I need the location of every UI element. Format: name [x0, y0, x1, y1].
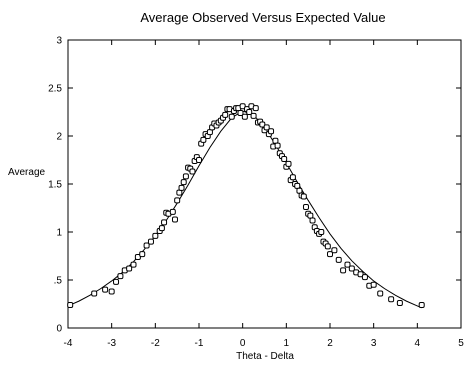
observed-point — [272, 137, 279, 144]
observed-point — [228, 113, 235, 120]
observed-point — [182, 173, 189, 180]
observed-point — [147, 238, 154, 245]
observed-point — [196, 157, 202, 163]
x-tick-label: 5 — [458, 338, 464, 349]
observed-point — [327, 251, 333, 258]
observed-point — [344, 261, 351, 268]
y-tick-label: 2 — [56, 132, 62, 143]
y-tick-label: 3 — [56, 36, 62, 47]
x-tick-label: 3 — [371, 338, 377, 349]
observed-point — [285, 160, 292, 167]
observed-point — [296, 187, 303, 194]
observed-point — [274, 142, 281, 149]
y-tick-label: 1.5 — [48, 180, 62, 191]
y-tick-label: 2.5 — [48, 84, 62, 95]
x-tick-label: -4 — [64, 338, 73, 349]
y-axis-label: Average — [8, 167, 46, 178]
observed-point — [348, 265, 355, 272]
y-axis: 0 .5 1 1.5 2 2.5 3 — [48, 36, 461, 335]
observed-point — [324, 243, 331, 250]
observed-point — [174, 197, 181, 204]
observed-point — [289, 174, 296, 181]
observed-point — [250, 112, 257, 119]
observed-point — [335, 256, 342, 263]
observed-point — [113, 278, 120, 285]
x-axis: -4 -3 -2 -1 0 1 2 3 4 5 — [64, 40, 464, 349]
observed-point — [357, 271, 364, 278]
observed-point — [307, 212, 314, 219]
observed-point — [396, 300, 403, 307]
observed-point — [377, 290, 384, 297]
observed-point — [331, 247, 338, 254]
observed-point — [206, 129, 213, 136]
observed-point — [241, 113, 248, 120]
x-tick-label: 2 — [327, 338, 333, 349]
observed-point — [178, 184, 185, 191]
observed-point — [169, 208, 176, 215]
observed-point — [130, 261, 137, 268]
observed-point — [67, 301, 74, 308]
observed-point — [158, 225, 165, 232]
observed-point — [108, 288, 115, 295]
observed-point — [91, 290, 98, 297]
y-tick-label: .5 — [54, 276, 63, 287]
x-tick-label: -3 — [107, 338, 116, 349]
observed-point — [189, 168, 196, 175]
observed-point — [340, 267, 347, 274]
y-tick-label: 0 — [56, 324, 62, 335]
observed-point — [134, 253, 141, 260]
observed-point — [237, 109, 244, 116]
observed-point — [200, 136, 207, 143]
chart-title: Average Observed Versus Expected Value — [140, 10, 385, 25]
x-tick-label: 4 — [415, 338, 421, 349]
observed-point — [302, 204, 309, 211]
plot-frame — [67, 39, 462, 329]
x-tick-label: -2 — [151, 338, 160, 349]
x-tick-label: 0 — [240, 338, 246, 349]
observed-point — [239, 103, 246, 110]
observed-point — [222, 111, 229, 118]
observed-point — [126, 265, 133, 272]
observed-point — [281, 156, 288, 163]
observed-point — [171, 216, 178, 223]
x-tick-label: -1 — [195, 338, 204, 349]
observed-point — [318, 229, 325, 235]
observed-point — [246, 109, 253, 115]
observed-point — [370, 281, 377, 288]
observed-point — [152, 232, 159, 239]
observed-point — [309, 217, 316, 224]
observed-point — [143, 242, 150, 249]
observed-point — [388, 296, 395, 303]
observed-point — [180, 179, 187, 186]
observed-point — [117, 273, 124, 280]
observed-point — [263, 124, 270, 131]
observed-point — [294, 182, 301, 189]
observed-point — [300, 193, 307, 200]
observed-point — [268, 128, 275, 135]
observed-point — [252, 105, 259, 112]
observed-point — [361, 274, 368, 281]
observed-point — [161, 219, 168, 226]
observed-points-group — [67, 103, 425, 308]
observed-point — [176, 189, 183, 196]
observed-point — [102, 286, 109, 293]
x-tick-label: 1 — [284, 338, 290, 349]
y-tick-label: 1 — [56, 228, 62, 239]
x-axis-label: Theta - Delta — [236, 351, 294, 362]
observed-point — [139, 251, 146, 258]
observed-point — [418, 301, 425, 308]
observed-point — [259, 121, 266, 128]
